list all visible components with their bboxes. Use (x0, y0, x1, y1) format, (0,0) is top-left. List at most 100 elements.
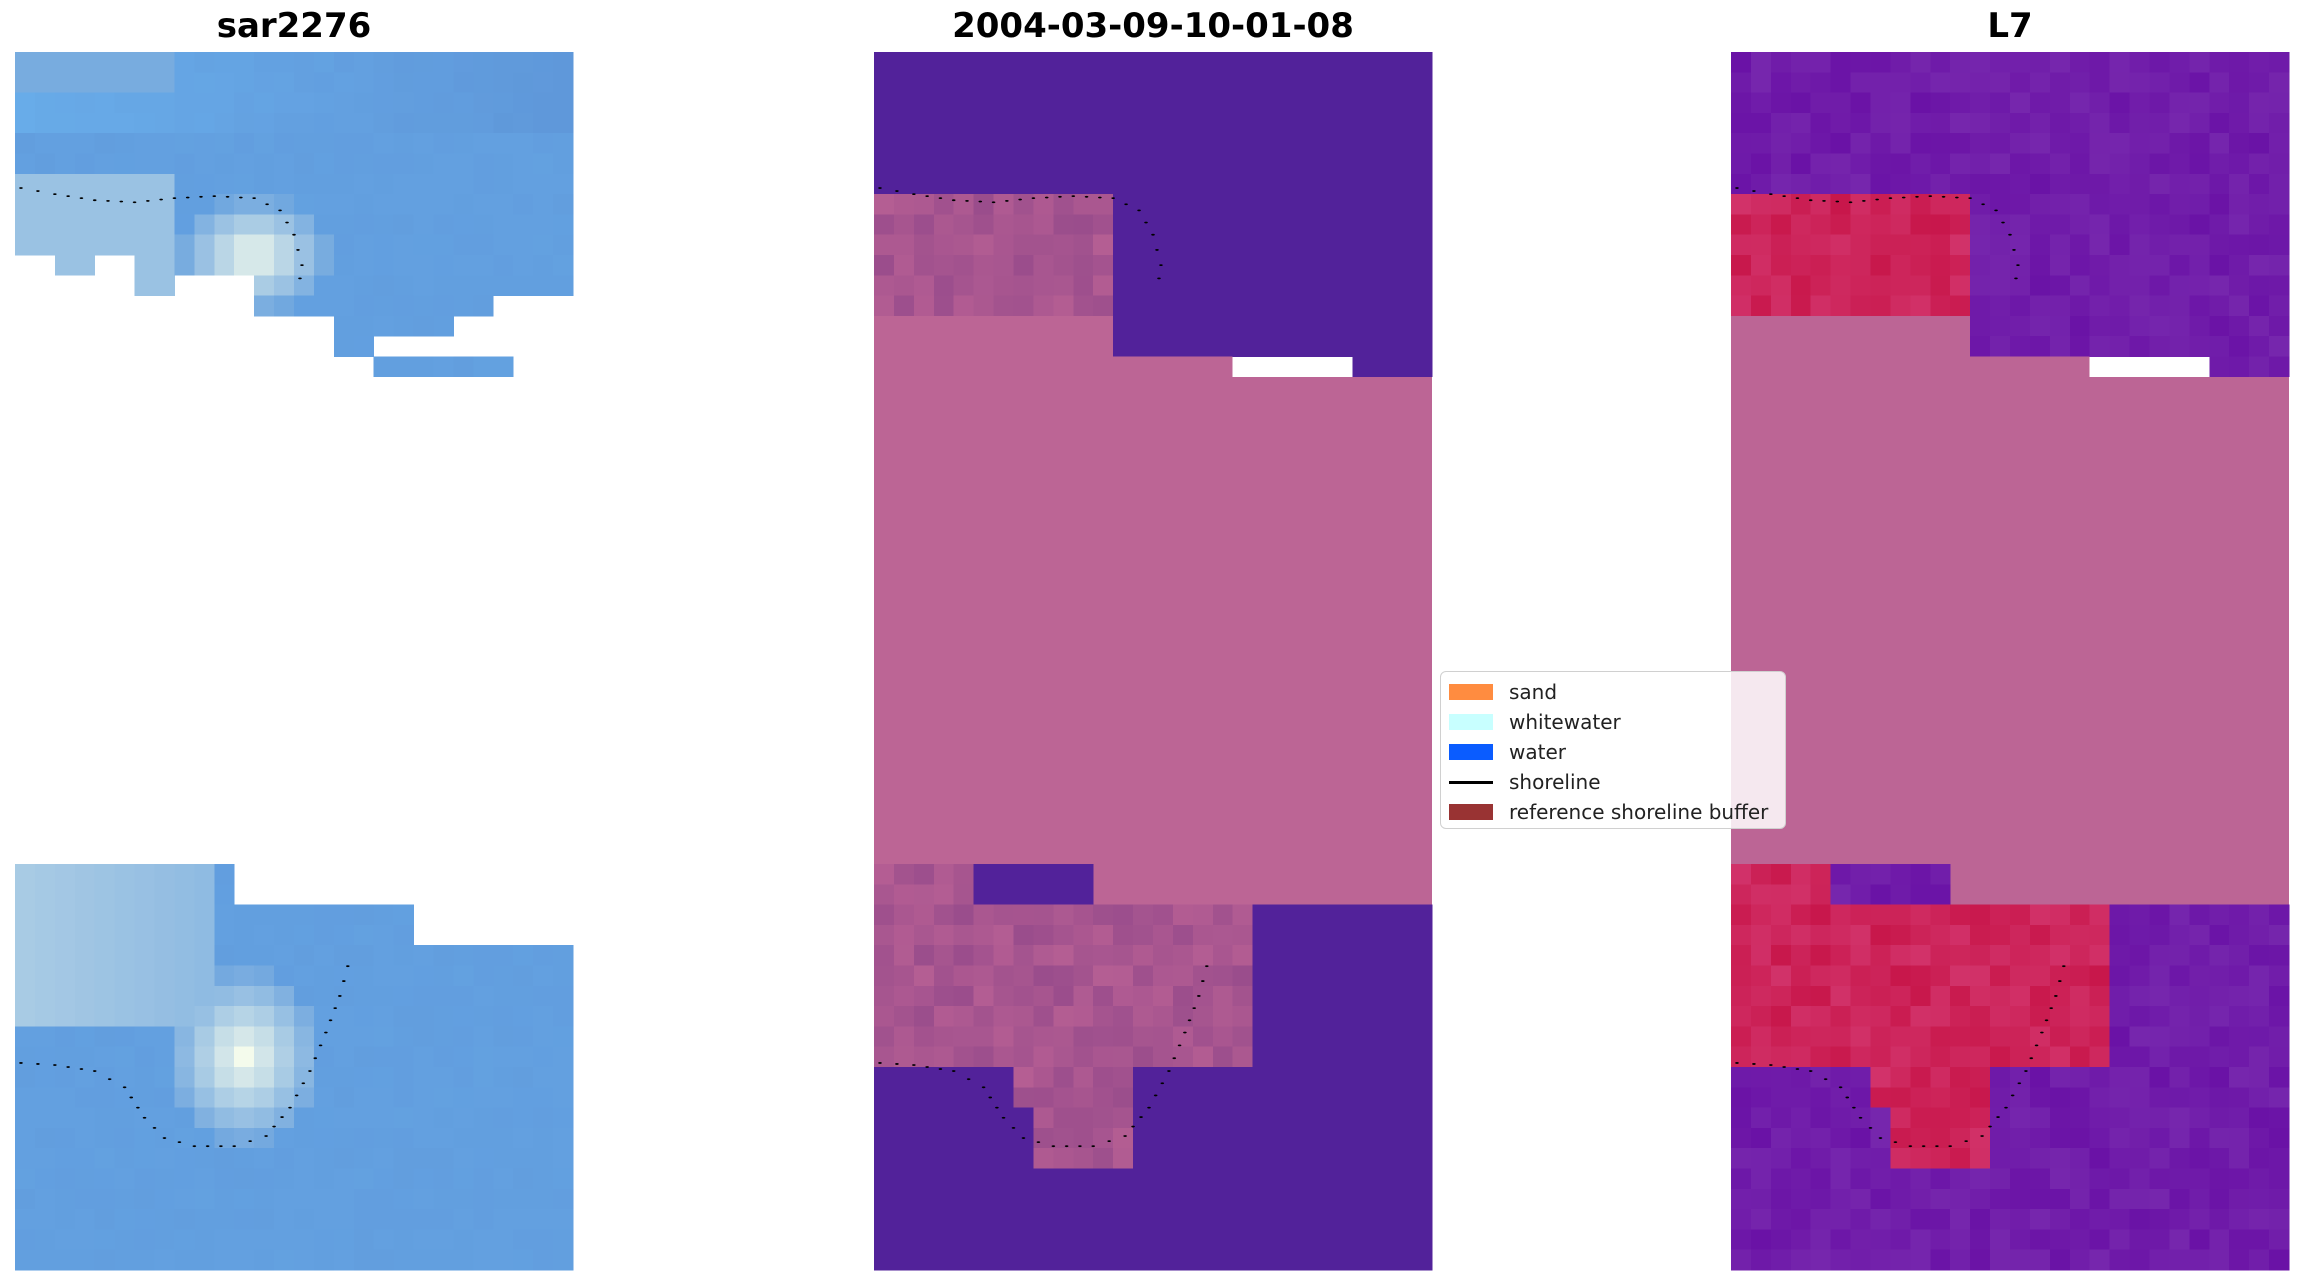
rgb-pixel (333, 945, 355, 966)
land-class-pixel (1133, 1006, 1154, 1027)
rgb-pixel (513, 1249, 534, 1271)
water-class-pixel (1153, 1067, 1174, 1088)
mndwi-water-pixel (2109, 315, 2130, 337)
mndwi-water-pixel (1750, 72, 1772, 94)
rgb-pixel (114, 985, 135, 1007)
rgb-pixel (54, 52, 76, 73)
rgb-pixel (234, 1127, 255, 1149)
mndwi-land-pixel (1731, 965, 1752, 987)
water-class-pixel (1332, 1087, 1353, 1109)
rgb-pixel (413, 315, 434, 337)
land-class-pixel (1093, 1067, 1114, 1088)
mndwi-water-pixel (2089, 1229, 2111, 1251)
mndwi-water-pixel (2089, 1188, 2111, 1210)
rgb-pixel (34, 194, 56, 215)
land-class-pixel (1033, 214, 1054, 236)
land-class-pixel (1153, 985, 1174, 1007)
water-class-pixel (1113, 133, 1134, 154)
rgb-pixel (54, 1087, 76, 1109)
water-class-pixel (1113, 315, 1134, 337)
land-class-pixel (874, 194, 895, 215)
water-class-pixel (1013, 1229, 1034, 1251)
rgb-pixel (313, 295, 335, 317)
land-class-pixel (913, 1026, 935, 1048)
water-class-pixel (1212, 275, 1234, 297)
land-class-pixel (1033, 1006, 1054, 1027)
water-class-pixel (913, 1107, 935, 1129)
water-class-pixel (1332, 234, 1353, 256)
rgb-pixel (333, 1229, 355, 1251)
mndwi-water-pixel (1750, 92, 1772, 114)
rgb-pixel (373, 255, 395, 276)
water-class-pixel (1133, 72, 1154, 94)
rgb-pixel (393, 214, 414, 236)
shoreline-dot (1795, 1068, 1800, 1070)
mndwi-water-pixel (2189, 52, 2210, 73)
land-class-pixel (913, 965, 935, 987)
rgb-pixel (94, 1148, 116, 1169)
rgb-pixel (174, 194, 195, 215)
rgb-pixel (94, 112, 116, 134)
mndwi-land-pixel (1950, 234, 1971, 256)
rgb-pixel (453, 234, 474, 256)
rgb-pixel (254, 1107, 275, 1129)
mndwi-land-pixel (1990, 924, 2011, 946)
mndwi-water-pixel (2109, 1148, 2130, 1169)
mndwi-water-pixel (2249, 1026, 2270, 1048)
mndwi-land-pixel (1731, 884, 1752, 906)
water-class-pixel (1392, 214, 1413, 236)
land-class-pixel (973, 945, 994, 966)
water-class-pixel (1192, 1168, 1214, 1190)
mndwi-water-pixel (2149, 234, 2170, 256)
water-class-pixel (1312, 255, 1333, 276)
mndwi-water-pixel (1750, 173, 1772, 195)
land-class-pixel (933, 864, 955, 885)
mndwi-land-pixel (1870, 1026, 1891, 1048)
rgb-pixel (34, 52, 56, 73)
rgb-pixel (313, 924, 335, 946)
rgb-pixel (234, 153, 255, 175)
water-class-pixel (1033, 133, 1054, 154)
water-class-pixel (1332, 1107, 1353, 1129)
mndwi-water-pixel (2209, 92, 2230, 114)
land-class-pixel (1153, 1006, 1174, 1027)
water-class-pixel (1252, 1006, 1273, 1027)
land-class-pixel (893, 945, 915, 966)
water-class-pixel (874, 112, 895, 134)
buffer-area (1731, 600, 2289, 621)
rgb-pixel (393, 1087, 414, 1109)
rgb-pixel (533, 234, 554, 256)
mndwi-water-pixel (1790, 1249, 1812, 1271)
shoreline-line-swatch (1449, 780, 1493, 784)
rgb-pixel (34, 1209, 56, 1230)
mndwi-land-pixel (1930, 1026, 1951, 1048)
mndwi-water-pixel (2149, 1209, 2170, 1230)
rgb-pixel (353, 1006, 375, 1027)
land-class-pixel (1053, 214, 1074, 236)
rgb-pixel (54, 1067, 76, 1088)
water-class-pixel (1412, 904, 1433, 926)
rgb-pixel (114, 1046, 135, 1068)
water-class-pixel (1113, 112, 1134, 134)
rgb-pixel (493, 92, 514, 114)
water-class-pixel (1073, 1209, 1094, 1230)
rgb-pixel (174, 112, 195, 134)
land-class-pixel (1013, 945, 1034, 966)
water-class-pixel (1252, 985, 1273, 1007)
rgb-pixel (154, 1249, 175, 1271)
water-class-pixel (1372, 336, 1393, 357)
shoreline-dot (1795, 197, 1800, 200)
water-class-pixel (1172, 234, 1194, 256)
water-class-pixel (1392, 1127, 1413, 1149)
water-class-pixel (893, 133, 915, 154)
mndwi-land-pixel (1890, 904, 1911, 926)
water-class-pixel (1292, 112, 1313, 134)
rgb-pixel (433, 1188, 454, 1210)
land-class-pixel (993, 1026, 1014, 1048)
mndwi-water-pixel (2229, 1127, 2250, 1149)
mndwi-water-pixel (2209, 945, 2230, 966)
water-class-pixel (1352, 1168, 1373, 1190)
water-class-pixel (1392, 1067, 1413, 1088)
mndwi-water-pixel (1910, 1249, 1931, 1271)
mndwi-land-pixel (1910, 965, 1931, 987)
